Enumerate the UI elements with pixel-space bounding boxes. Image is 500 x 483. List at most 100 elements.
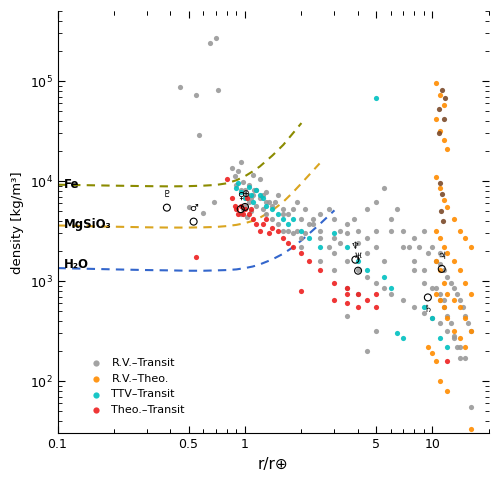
R.V.–Transit bbox=[316, 234, 324, 242]
R.V.–Theo. bbox=[444, 387, 452, 395]
TTV–Transit bbox=[364, 266, 372, 273]
R.V.–Transit bbox=[354, 239, 362, 247]
R.V.–Transit bbox=[420, 280, 428, 287]
Text: MgSiO₃: MgSiO₃ bbox=[64, 218, 112, 231]
R.V.–Theo. bbox=[456, 227, 464, 234]
R.V.–Transit bbox=[415, 243, 423, 251]
R.V.–Transit bbox=[259, 191, 267, 199]
R.V.–Theo. bbox=[432, 290, 440, 298]
R.V.–Theo. bbox=[436, 296, 444, 304]
R.V.–Transit bbox=[210, 198, 218, 206]
R.V.–Transit bbox=[242, 191, 250, 199]
Theo.–Transit bbox=[223, 175, 231, 183]
R.V.–Transit bbox=[394, 206, 402, 213]
R.V.–Transit bbox=[458, 303, 466, 311]
Point bbox=[440, 115, 448, 123]
Theo.–Transit bbox=[343, 290, 351, 298]
TTV–Transit bbox=[330, 229, 338, 237]
R.V.–Transit bbox=[280, 206, 287, 213]
R.V.–Transit bbox=[252, 201, 260, 209]
R.V.–Theo. bbox=[432, 115, 440, 123]
R.V.–Transit bbox=[274, 191, 282, 199]
R.V.–Transit bbox=[424, 249, 432, 257]
R.V.–Transit bbox=[428, 284, 436, 292]
R.V.–Transit bbox=[432, 257, 440, 265]
Point bbox=[354, 267, 362, 274]
R.V.–Transit bbox=[410, 234, 418, 242]
R.V.–Transit bbox=[214, 86, 222, 94]
R.V.–Theo. bbox=[456, 266, 464, 273]
R.V.–Transit bbox=[237, 186, 245, 194]
R.V.–Theo. bbox=[450, 257, 458, 265]
Theo.–Transit bbox=[242, 195, 250, 202]
TTV–Transit bbox=[245, 183, 253, 190]
R.V.–Transit bbox=[410, 266, 418, 273]
R.V.–Transit bbox=[364, 273, 372, 281]
R.V.–Transit bbox=[280, 210, 287, 218]
Point bbox=[438, 190, 446, 198]
R.V.–Transit bbox=[309, 220, 317, 228]
Theo.–Transit bbox=[343, 284, 351, 292]
R.V.–Transit bbox=[450, 333, 458, 341]
R.V.–Transit bbox=[450, 284, 458, 292]
R.V.–Transit bbox=[354, 227, 362, 234]
R.V.–Theo. bbox=[440, 101, 448, 109]
R.V.–Transit bbox=[444, 312, 452, 320]
R.V.–Theo. bbox=[432, 79, 440, 87]
R.V.–Transit bbox=[294, 198, 302, 206]
R.V.–Transit bbox=[456, 343, 464, 351]
R.V.–Transit bbox=[432, 284, 440, 292]
TTV–Transit bbox=[387, 284, 395, 292]
Point bbox=[439, 217, 447, 225]
R.V.–Theo. bbox=[424, 343, 432, 351]
Point bbox=[436, 180, 444, 187]
R.V.–Transit bbox=[350, 215, 358, 223]
TTV–Transit bbox=[380, 273, 388, 281]
R.V.–Transit bbox=[289, 206, 297, 213]
Theo.–Transit bbox=[262, 215, 270, 223]
R.V.–Transit bbox=[464, 319, 472, 327]
Point bbox=[437, 207, 445, 215]
R.V.–Transit bbox=[354, 266, 362, 273]
R.V.–Transit bbox=[305, 220, 313, 228]
Theo.–Transit bbox=[241, 206, 249, 213]
R.V.–Transit bbox=[240, 206, 248, 213]
R.V.–Transit bbox=[462, 354, 469, 362]
R.V.–Transit bbox=[364, 347, 372, 355]
R.V.–Transit bbox=[325, 206, 333, 213]
R.V.–Transit bbox=[298, 234, 306, 242]
TTV–Transit bbox=[232, 185, 240, 192]
R.V.–Transit bbox=[436, 260, 444, 268]
Theo.–Transit bbox=[252, 220, 260, 228]
Point bbox=[163, 204, 171, 212]
R.V.–Transit bbox=[380, 185, 388, 192]
R.V.–Theo. bbox=[436, 185, 444, 192]
Point bbox=[190, 218, 198, 226]
R.V.–Transit bbox=[330, 266, 338, 273]
R.V.–Transit bbox=[284, 210, 292, 218]
R.V.–Transit bbox=[284, 227, 292, 234]
R.V.–Transit bbox=[262, 210, 270, 218]
Theo.–Transit bbox=[354, 303, 362, 311]
R.V.–Transit bbox=[192, 91, 200, 99]
R.V.–Theo. bbox=[428, 349, 436, 357]
R.V.–Theo. bbox=[466, 290, 474, 298]
R.V.–Transit bbox=[212, 34, 220, 42]
R.V.–Theo. bbox=[436, 266, 444, 273]
R.V.–Transit bbox=[387, 215, 395, 223]
R.V.–Theo. bbox=[444, 145, 452, 153]
R.V.–Transit bbox=[444, 327, 452, 335]
TTV–Transit bbox=[428, 314, 436, 322]
R.V.–Theo. bbox=[432, 357, 440, 365]
Theo.–Transit bbox=[289, 243, 297, 251]
Theo.–Transit bbox=[372, 290, 380, 298]
R.V.–Transit bbox=[240, 178, 248, 186]
R.V.–Transit bbox=[241, 186, 249, 194]
R.V.–Transit bbox=[249, 191, 257, 199]
R.V.–Transit bbox=[330, 215, 338, 223]
R.V.–Transit bbox=[241, 201, 249, 209]
R.V.–Theo. bbox=[440, 243, 448, 251]
TTV–Transit bbox=[262, 201, 270, 209]
R.V.–Transit bbox=[343, 229, 351, 237]
R.V.–Transit bbox=[252, 186, 260, 194]
